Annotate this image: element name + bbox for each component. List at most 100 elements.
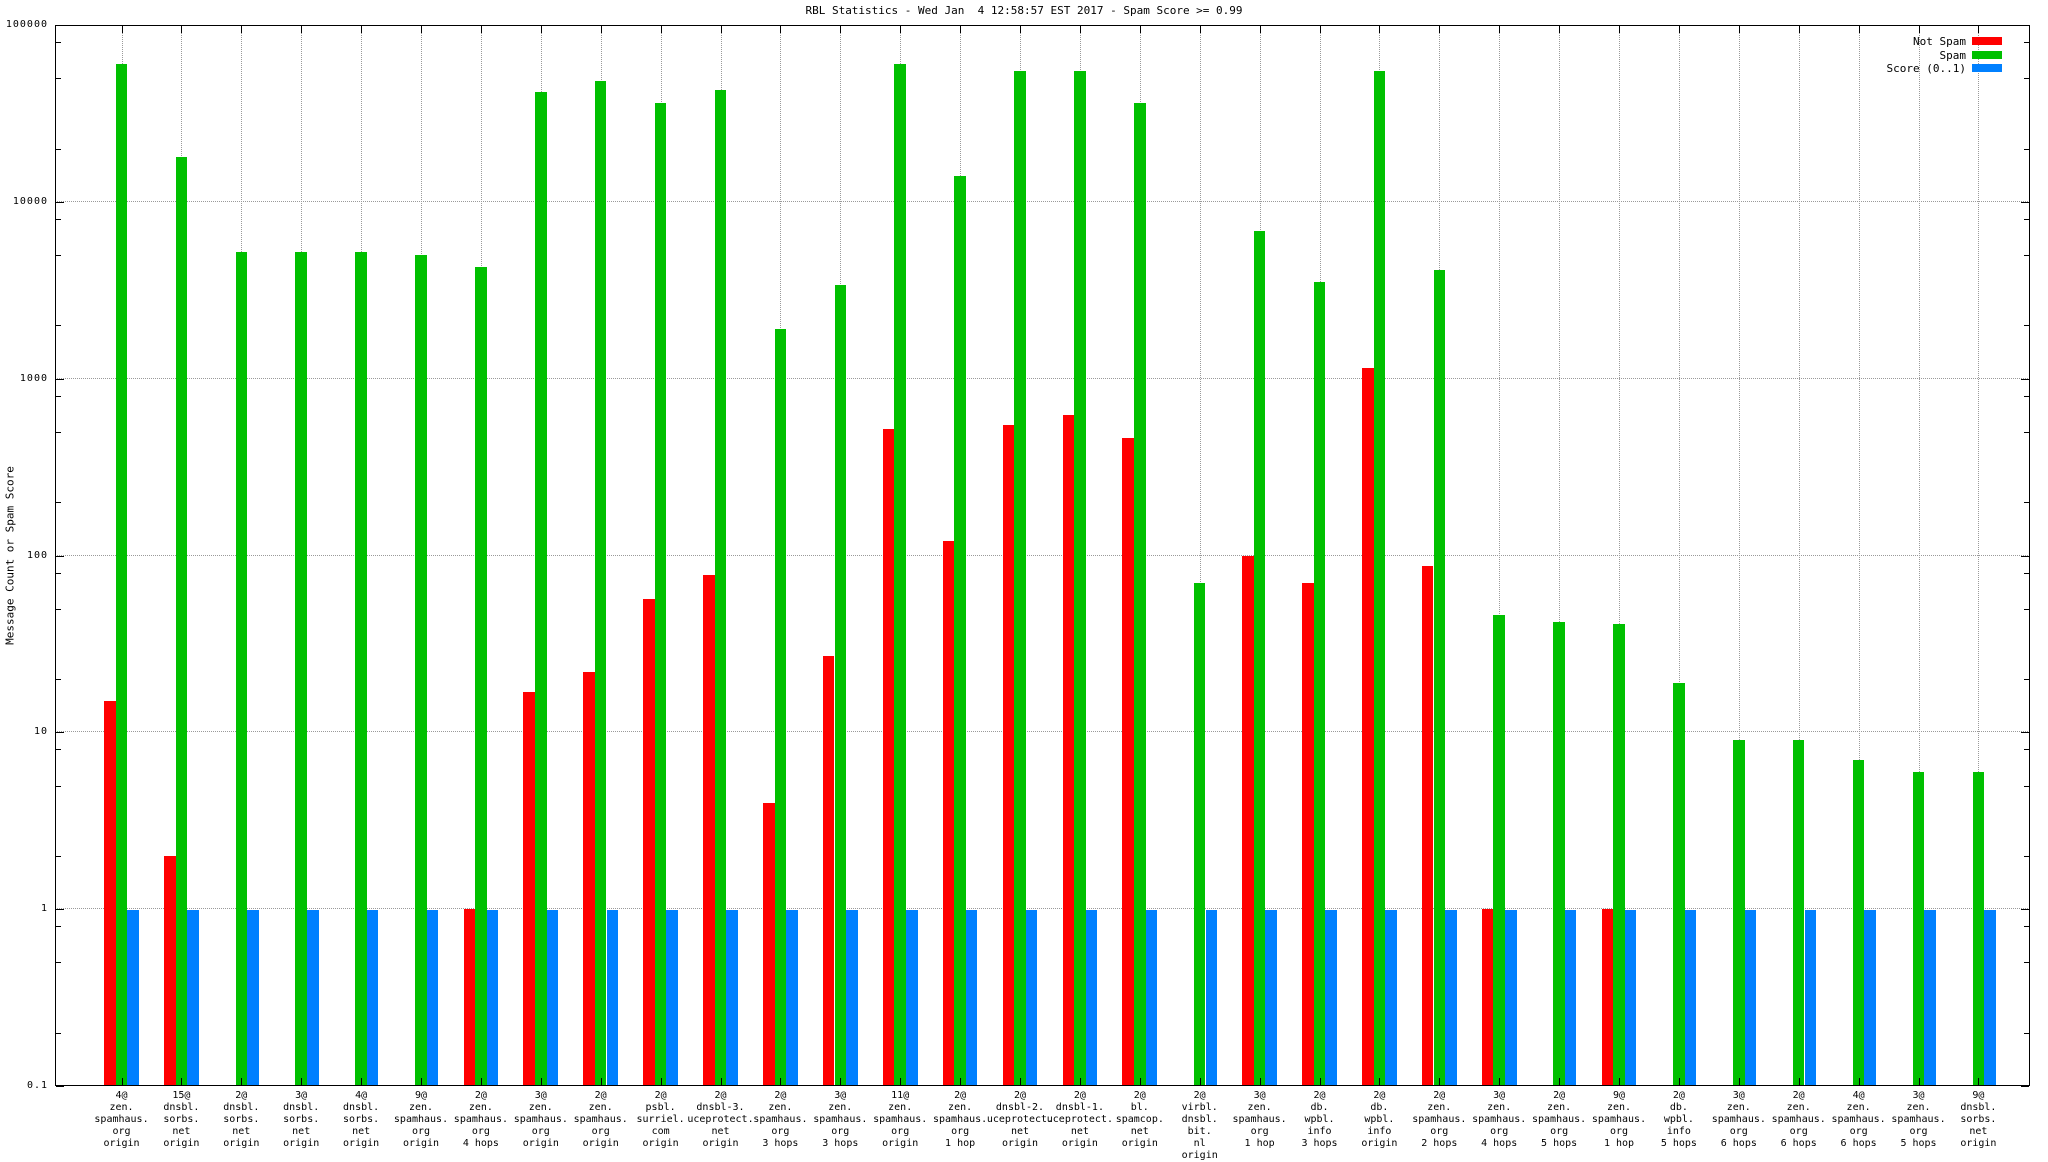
bar-not-spam [1122, 438, 1134, 1086]
bar-spam [475, 266, 487, 1086]
y-tick-label: 1000 [19, 372, 48, 384]
y-gridline [55, 200, 2030, 202]
x-top-tick [1738, 26, 1740, 33]
y-minor-tick [2024, 431, 2029, 433]
x-top-tick [1499, 26, 1501, 33]
y-minor-tick [56, 255, 61, 257]
bar-spam [355, 252, 367, 1086]
bar-spam [954, 175, 966, 1086]
x-top-tick [1918, 26, 1920, 33]
y-major-tick [2021, 25, 2029, 26]
bar-not-spam [763, 802, 775, 1086]
x-tick-label: 3@ zen. spamhaus. org 3 hops [813, 1090, 868, 1149]
bar-spam [115, 64, 128, 1086]
bar-score [1984, 909, 1996, 1086]
x-tick-label: 2@ db. wpbl. info origin [1361, 1090, 1398, 1149]
bar-score [127, 909, 139, 1086]
bar-score [1025, 909, 1038, 1086]
x-top-tick [1259, 26, 1261, 33]
bar-score [546, 909, 559, 1086]
bar-score [1205, 909, 1218, 1086]
x-bottom-tick [1918, 1078, 1920, 1085]
x-gridline [1918, 25, 1920, 1086]
x-tick-label: 3@ zen. spamhaus. org 6 hops [1711, 1090, 1766, 1149]
x-tick-label: 3@ zen. spamhaus. org 5 hops [1891, 1090, 1946, 1149]
y-major-tick [2021, 201, 2029, 203]
x-top-tick [241, 26, 243, 33]
y-minor-tick [56, 42, 61, 44]
x-top-tick [720, 26, 722, 33]
bar-score [1445, 909, 1457, 1086]
x-gridline [1559, 25, 1561, 1086]
x-bottom-tick [1978, 1078, 1980, 1085]
bar-spam [594, 81, 607, 1086]
x-top-tick [1020, 26, 1021, 33]
y-minor-tick [56, 431, 61, 433]
x-bottom-tick [1199, 1078, 1201, 1085]
x-tick-label: 4@ zen. spamhaus. org origin [94, 1090, 149, 1149]
legend-item-spam: Spam [1760, 49, 2028, 62]
legend-swatch-score [1972, 64, 2002, 72]
x-tick-label: 2@ bl. spamcop. net origin [1115, 1090, 1164, 1149]
x-bottom-tick [1678, 1078, 1680, 1085]
x-top-tick [1798, 26, 1800, 33]
bar-score [1924, 909, 1936, 1086]
x-top-tick [600, 26, 602, 33]
y-minor-tick [56, 749, 61, 751]
y-minor-tick [2024, 962, 2029, 964]
bar-not-spam [523, 691, 535, 1086]
x-top-tick [421, 26, 422, 33]
y-major-tick [2021, 732, 2029, 734]
bar-not-spam [643, 598, 655, 1086]
bar-score [1564, 909, 1577, 1086]
y-minor-tick [2024, 608, 2029, 610]
y-major-tick [2021, 1086, 2029, 1087]
x-top-tick [660, 26, 662, 33]
bar-spam [654, 103, 667, 1086]
x-bottom-tick [600, 1078, 602, 1085]
y-tick-label: 100 [26, 549, 48, 561]
x-bottom-tick [1139, 1078, 1141, 1085]
y-minor-tick [2024, 255, 2029, 257]
bar-score [247, 909, 259, 1086]
y-minor-tick [2024, 749, 2029, 751]
x-top-tick [780, 26, 782, 33]
bar-score [1085, 909, 1098, 1086]
x-bottom-tick [660, 1078, 662, 1085]
y-minor-tick [2024, 148, 2029, 150]
x-top-tick [1079, 26, 1081, 33]
x-tick-label: 9@ dnsbl. sorbs. net origin [1960, 1090, 1997, 1149]
bar-spam [1972, 771, 1985, 1086]
x-bottom-tick [1499, 1078, 1501, 1085]
x-tick-label: 2@ dnsbl-3. uceprotect. net origin [687, 1090, 754, 1149]
x-top-tick [1619, 26, 1620, 33]
bar-spam [714, 89, 727, 1086]
legend-swatch-spam [1972, 50, 2002, 59]
x-tick-label: 2@ zen. spamhaus. org 1 hop [933, 1090, 988, 1149]
x-top-tick [1439, 26, 1441, 33]
legend-label-spam: Spam [1939, 48, 1967, 62]
x-bottom-tick [960, 1078, 962, 1085]
bar-score [786, 909, 798, 1086]
y-minor-tick [2024, 926, 2029, 928]
bar-not-spam [164, 855, 176, 1086]
bar-not-spam [703, 574, 715, 1086]
x-tick-label: 4@ zen. spamhaus. org 6 hops [1831, 1090, 1886, 1149]
bar-spam [1014, 70, 1026, 1086]
bar-score [666, 909, 678, 1086]
bar-spam [1553, 622, 1565, 1086]
x-bottom-tick [181, 1078, 183, 1085]
bar-spam [175, 156, 188, 1086]
y-minor-tick [2024, 1032, 2029, 1034]
bar-spam [1313, 282, 1326, 1086]
x-tick-label: 9@ zen. spamhaus. org 1 hop [1591, 1090, 1647, 1149]
x-tick-label: 11@ zen. spamhaus. org origin [873, 1090, 928, 1149]
y-minor-tick [56, 785, 61, 787]
bar-spam [1613, 623, 1625, 1086]
bar-not-spam [1601, 909, 1614, 1086]
bar-score [606, 909, 619, 1086]
x-tick-label: 2@ psbl. surriel. com origin [636, 1090, 685, 1149]
x-top-tick [1858, 26, 1860, 33]
y-minor-tick [56, 502, 61, 504]
y-minor-tick [2024, 855, 2029, 857]
